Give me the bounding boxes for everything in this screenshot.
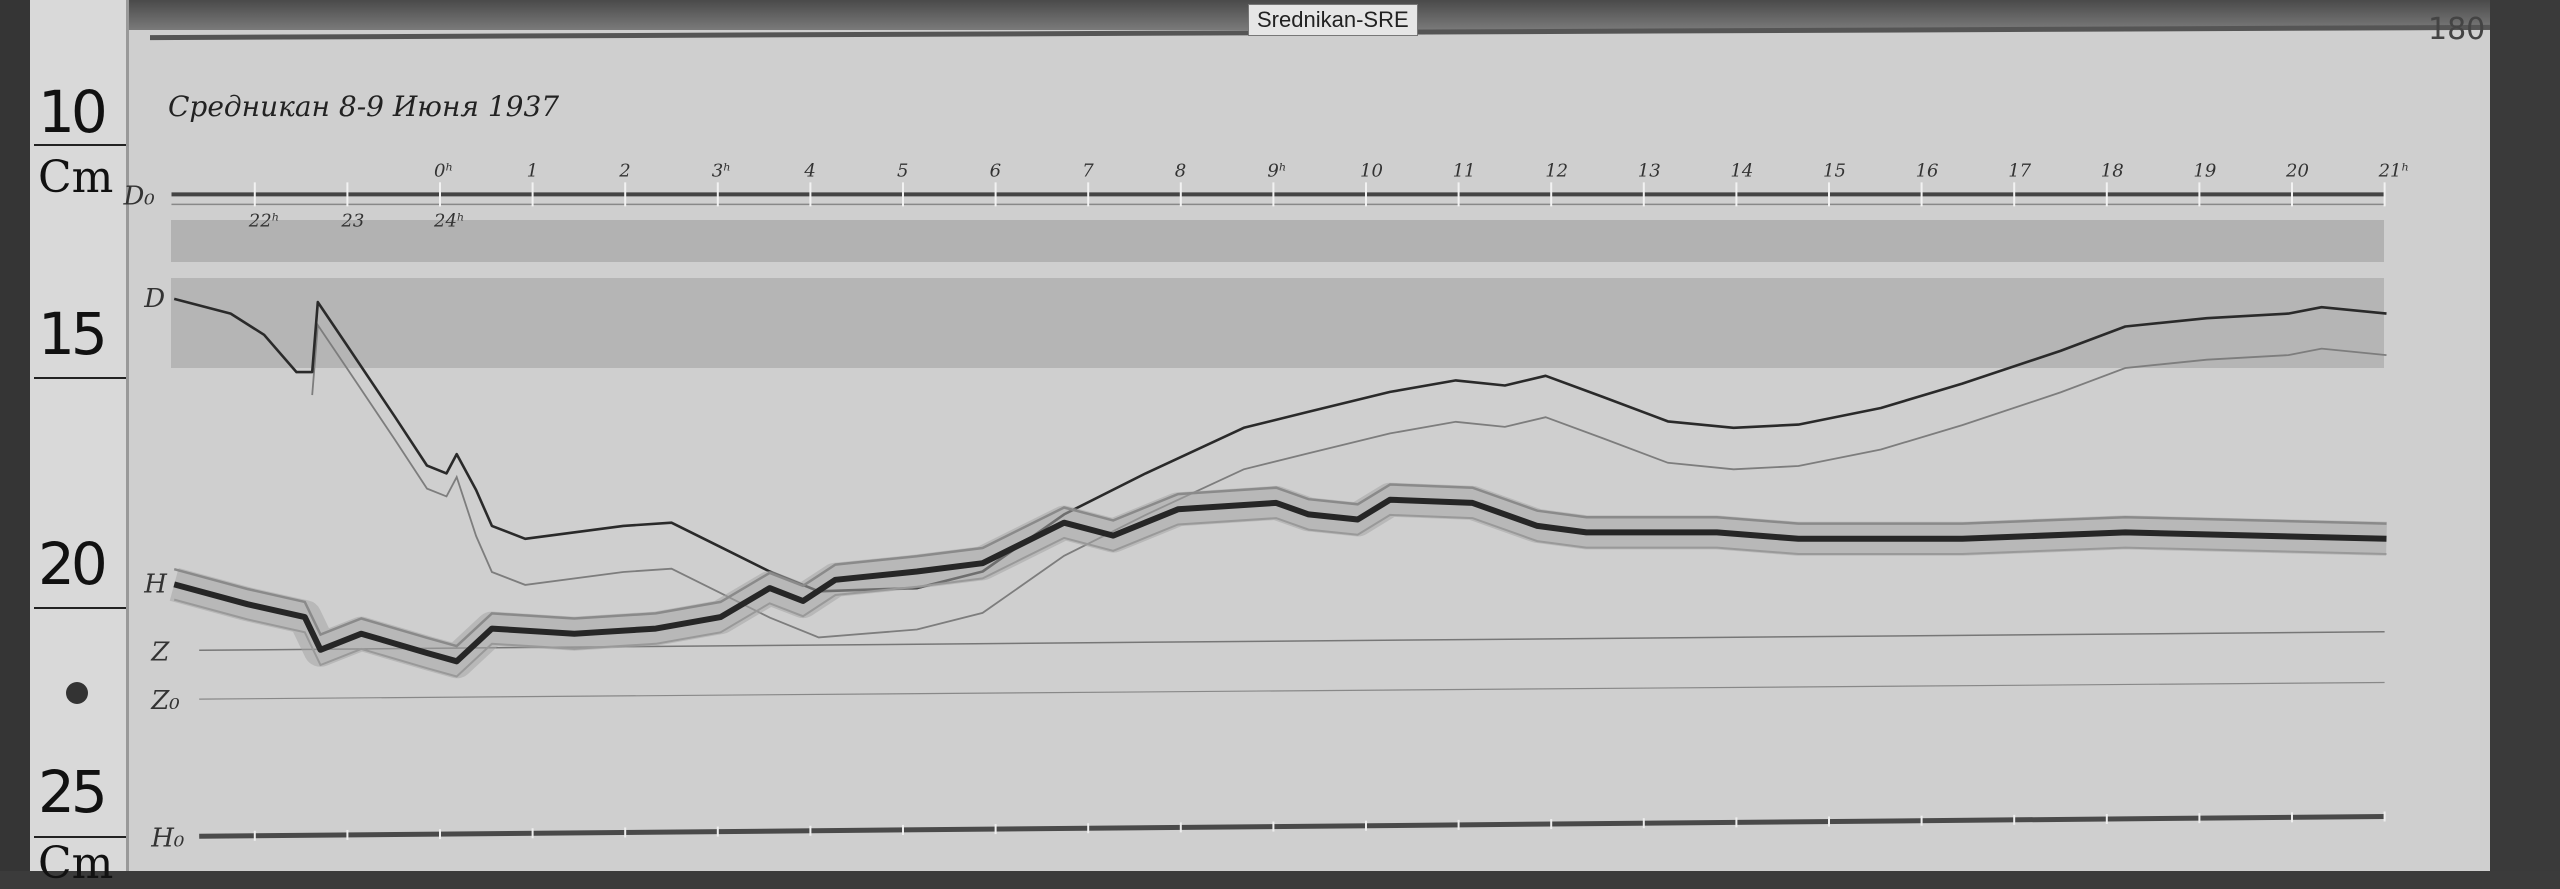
ruler-mark-25: 25 (38, 758, 108, 826)
paper-sheet (118, 22, 2490, 871)
hour-tick-label: 23 (340, 210, 364, 231)
hour-tick-label: 2 (618, 160, 630, 181)
ruler-strip (30, 0, 129, 871)
left-frame (0, 0, 30, 871)
hour-tick-label: 3ʰ (712, 160, 731, 181)
hour-tick-label: 0ʰ (434, 160, 453, 181)
baseline-2 (199, 681, 2385, 700)
band-dark-upper (171, 220, 2384, 262)
ruler-mark-10: 10 (38, 78, 108, 146)
magnetogram-plot: 0ʰ 1 2 3ʰ 4 5 6 7 8 9ʰ 10 11 12 13 14 15 16 17 18 19 20 21ʰ22… (122, 160, 2410, 853)
hour-tick-label: 22ʰ (248, 210, 280, 231)
hour-tick-label: 14 (1730, 160, 1753, 181)
hour-tick-label: 5 (897, 160, 908, 181)
band-dark-lower (171, 278, 2384, 368)
hour-tick-label: 7 (1082, 160, 1094, 181)
series-d-shadow-trace (311, 322, 2387, 639)
hour-tick-label: 9ʰ (1267, 160, 1286, 181)
baseline-label: D₀ (122, 181, 155, 211)
series-h-upper-trace (173, 483, 2387, 648)
hour-tick-label: 4 (803, 160, 815, 181)
handwritten-title: Средникан 8-9 Июня 1937 (168, 90, 560, 123)
ruler-mark-15: 15 (38, 300, 108, 368)
hour-tick-label: 20 (2285, 160, 2309, 181)
hour-tick-label: 11 (1453, 160, 1476, 181)
series-h-line (173, 496, 2387, 665)
sheet-number: 180 (2428, 12, 2486, 47)
hour-tick-label: 12 (1545, 160, 1568, 181)
ruler-mark-20: 20 (38, 530, 108, 598)
hour-tick-label: 18 (2101, 160, 2124, 181)
series-label-h: H (143, 569, 168, 599)
hour-tick-label: 1 (527, 160, 538, 181)
hour-tick-label: 21ʰ (2378, 160, 2410, 181)
hour-tick-label: 8 (1175, 160, 1186, 181)
series-h-lower-trace (173, 513, 2387, 678)
hour-tick-label: 13 (1638, 160, 1661, 181)
hour-tick-label: 16 (1916, 160, 1939, 181)
ruler-pin-hole (66, 682, 88, 704)
hour-tick-label: 17 (2008, 160, 2031, 181)
baseline-label: Z (150, 637, 170, 667)
baseline-label: H₀ (150, 823, 185, 853)
ruler-line (34, 377, 126, 379)
station-tag: Srednikan-SRE (1248, 4, 1418, 36)
baseline-label: Z₀ (150, 686, 180, 716)
baseline-3 (199, 814, 2385, 839)
ruler-line (34, 836, 126, 838)
hour-tick-label: 19 (2193, 160, 2216, 181)
ruler-unit-label: Cm (38, 152, 114, 203)
ruler-line (34, 144, 126, 146)
series-label-d: D (143, 284, 165, 314)
hour-tick-label: 10 (1360, 160, 1383, 181)
hour-tick-label: 6 (990, 160, 1001, 181)
hour-tick-label: 24ʰ (433, 210, 465, 231)
series-h-halo (169, 482, 2387, 679)
ruler-line (34, 607, 126, 609)
right-frame (2490, 0, 2560, 871)
hour-tick-label: 15 (1823, 160, 1846, 181)
